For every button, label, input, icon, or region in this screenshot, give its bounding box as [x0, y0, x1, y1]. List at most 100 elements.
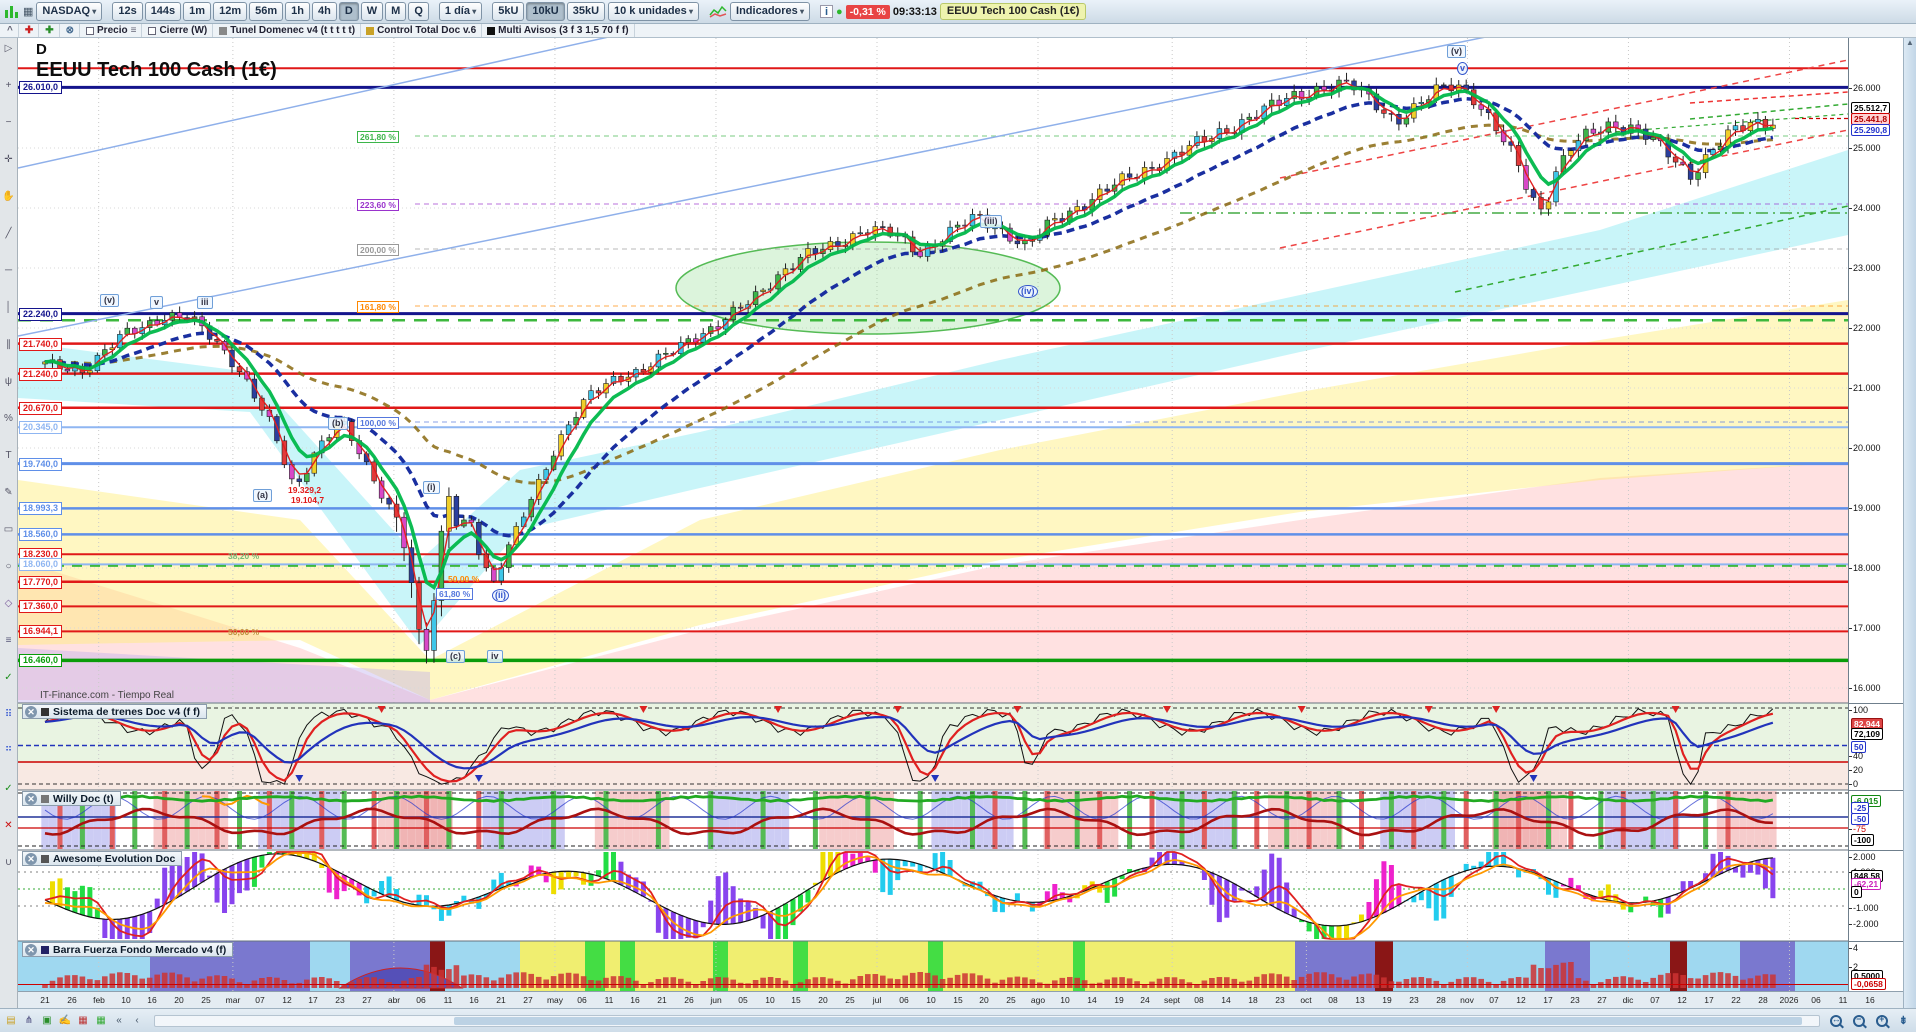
timeframe-144s[interactable]: 144s — [144, 2, 182, 21]
tool-crosshair-icon[interactable]: ✛ — [4, 154, 13, 165]
annotation-text[interactable]: 50,00 % — [448, 574, 480, 584]
panel-header-3[interactable]: ✕ Awesome Evolution Doc — [22, 851, 183, 866]
notes-icon[interactable]: ▤ — [6, 1014, 16, 1026]
elliott-wave-label[interactable]: v — [150, 296, 164, 309]
close-circle-icon[interactable]: ⊗ — [61, 24, 81, 37]
instrument-chip[interactable]: EEUU Tech 100 Cash (1€) — [939, 3, 1087, 20]
elliott-wave-label[interactable]: iv — [487, 650, 503, 663]
price-level-label[interactable]: 26.010,0 — [19, 81, 63, 94]
zoom-out-icon[interactable]: − — [1852, 1014, 1865, 1027]
elliott-wave-label[interactable]: (a) — [253, 489, 272, 502]
unit-35kU[interactable]: 35kU — [566, 2, 606, 21]
timeframe-1m[interactable]: 1m — [183, 2, 212, 21]
units-count-dropdown[interactable]: 10 k unidades — [608, 2, 700, 21]
tool-trendline-icon[interactable]: ╱ — [5, 228, 12, 239]
symbol-group-dropdown[interactable]: NASDAQ — [36, 2, 103, 21]
price-level-label[interactable]: 21.240,0 — [19, 368, 63, 381]
close-panel-icon[interactable]: ✕ — [25, 943, 37, 956]
unit-5kU[interactable]: 5kU — [492, 2, 525, 21]
timeframe-1h[interactable]: 1h — [285, 2, 310, 21]
scroll-up-icon[interactable]: ▲ — [1906, 38, 1914, 47]
elliott-wave-label[interactable]: (iii) — [980, 215, 1002, 228]
price-toggle[interactable]: Precio ≡ — [81, 24, 143, 37]
candlestick-chart[interactable] — [18, 38, 1848, 991]
fib-level-label[interactable]: 161,80 % — [357, 301, 399, 313]
fib-level-label[interactable]: 261,80 % — [357, 131, 399, 143]
timeframe-12s[interactable]: 12s — [112, 2, 143, 21]
fib-level-label[interactable]: 61,80 % — [436, 588, 474, 600]
horizontal-scrollbar[interactable] — [154, 1014, 1820, 1027]
zoom-fit-icon[interactable]: ↔ — [1829, 1014, 1842, 1027]
tool-blue-dots-icon[interactable]: ⠛ — [4, 746, 13, 757]
layout-grid-icon[interactable]: ▦ — [23, 5, 34, 18]
tool-text-icon[interactable]: T — [5, 450, 12, 461]
tool-zoom-out-icon[interactable]: − — [5, 117, 12, 128]
timeframe-56m[interactable]: 56m — [249, 2, 284, 21]
annotation-text[interactable]: 19.329,2 — [288, 485, 322, 495]
tool-vertical-line-icon[interactable]: │ — [5, 302, 12, 313]
price-level-label[interactable]: 19.740,0 — [19, 458, 63, 471]
price-level-label[interactable]: 18.560,0 — [19, 528, 63, 541]
annotation-text[interactable]: 38,20 % — [228, 551, 260, 561]
price-level-label[interactable]: 22.240,0 — [19, 308, 63, 321]
price-level-label[interactable]: 21.740,0 — [19, 338, 63, 351]
period-dropdown[interactable]: 1 día — [438, 2, 483, 21]
tool-delete-red-icon[interactable]: ✕ — [4, 820, 13, 831]
tool-blue-grid-icon[interactable]: ⠿ — [4, 709, 13, 720]
elliott-wave-label[interactable]: (iv) — [1018, 285, 1038, 298]
price-level-label[interactable]: 20.670,0 — [19, 402, 63, 415]
grid-2-icon[interactable]: ▦ — [96, 1014, 106, 1026]
tool-hand-icon[interactable]: ✋ — [2, 191, 15, 202]
price-level-label[interactable]: 17.360,0 — [19, 600, 63, 613]
fib-level-label[interactable]: 200,00 % — [357, 244, 399, 256]
elliott-wave-label[interactable]: (ii) — [492, 589, 509, 602]
timeframe-Q[interactable]: Q — [408, 2, 429, 21]
close-panel-icon[interactable]: ✕ — [25, 792, 37, 805]
panel-header-1[interactable]: ✕ Sistema de trenes Doc v4 (f f) — [22, 704, 208, 719]
zoom-in-icon[interactable]: + — [1875, 1014, 1888, 1027]
tool-green-check-2-icon[interactable]: ✓ — [4, 783, 13, 794]
tool-magnet-icon[interactable]: ∪ — [4, 857, 13, 868]
timeframe-D[interactable]: D — [338, 2, 359, 21]
timeframe-12m[interactable]: 12m — [213, 2, 248, 21]
add-green-icon[interactable]: ✚ — [40, 24, 60, 37]
annotation-text[interactable]: 50,00 % — [228, 627, 260, 637]
tool-pitchfork-icon[interactable]: ψ — [4, 376, 13, 387]
grid-red-green-icon[interactable]: ▦ — [78, 1014, 88, 1026]
tool-fibonacci-icon[interactable]: % — [4, 413, 13, 424]
fib-level-label[interactable]: 223,60 % — [357, 199, 399, 211]
tool-rectangle-icon[interactable]: ▭ — [3, 524, 14, 535]
panel-header-2[interactable]: ✕ Willy Doc (t) — [22, 791, 121, 806]
close-panel-icon[interactable]: ✕ — [25, 852, 37, 865]
tool-pointer-icon[interactable]: ▷ — [4, 43, 13, 54]
vertical-scrollbar[interactable]: ▲ — [1903, 38, 1916, 1008]
scrollbar-thumb[interactable] — [454, 1016, 1803, 1025]
indicator-tab-1[interactable]: Tunel Domenec v4 (t t t t t) — [214, 24, 362, 37]
price-level-label[interactable]: 16.944,1 — [19, 625, 63, 638]
price-checkbox[interactable] — [86, 26, 95, 35]
tool-list-icon[interactable]: ≡ — [5, 635, 12, 646]
pan-down-icon[interactable]: ⇟ — [1898, 1015, 1908, 1027]
collapse-left-icon[interactable]: « — [116, 1014, 122, 1026]
chart-area[interactable]: D EEUU Tech 100 Cash (1€) IT-Finance.com… — [18, 38, 1848, 991]
add-red-icon[interactable]: ✚ — [20, 24, 40, 37]
elliott-wave-label[interactable]: (b) — [328, 417, 348, 430]
indicators-button[interactable]: Indicadores — [730, 2, 811, 21]
annotation-text[interactable]: 19.104,7 — [291, 495, 325, 505]
tool-diamond-icon[interactable]: ◇ — [4, 598, 13, 609]
price-level-label[interactable]: 17.770,0 — [19, 576, 63, 589]
timeframe-M[interactable]: M — [385, 2, 407, 21]
info-icon[interactable]: i — [820, 5, 834, 18]
collapse-arrow-icon[interactable]: ^ — [2, 24, 19, 37]
share-icon[interactable]: ⋔ — [24, 1014, 34, 1026]
unit-10kU[interactable]: 10kU — [526, 2, 565, 21]
price-level-label[interactable]: 18.993,3 — [19, 502, 63, 515]
elliott-wave-label[interactable]: iii — [197, 296, 213, 309]
price-level-label[interactable]: 20.345,0 — [19, 421, 63, 434]
timeframe-W[interactable]: W — [360, 2, 384, 21]
step-left-icon[interactable]: ‹ — [135, 1014, 139, 1026]
fib-level-label[interactable]: 100,00 % — [357, 417, 399, 429]
timeframe-4h[interactable]: 4h — [311, 2, 337, 21]
close-w-toggle[interactable]: Cierre (W) — [143, 24, 214, 37]
date-axis[interactable]: 21 26 feb 10 16 20 25 mar 07 12 17 23 27 abr 06 11 16 21 2… — [18, 991, 1916, 1008]
